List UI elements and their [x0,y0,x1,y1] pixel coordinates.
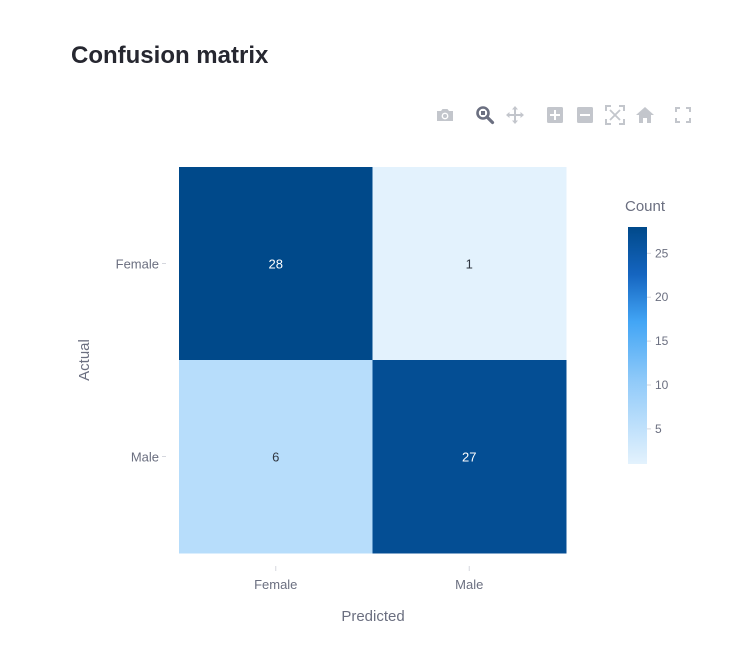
colorbar-tick-label: 15 [655,334,669,348]
colorbar [628,227,647,464]
colorbar-tick-label: 20 [655,290,669,304]
heatmap-cell-female-male[interactable] [372,167,567,361]
y-tick-label: Female [116,257,159,272]
x-tick-label: Male [455,577,483,592]
y-tick-label: Male [131,450,159,465]
zoom-in-icon[interactable] [544,104,566,126]
heatmap-cell-male-female[interactable] [179,360,373,554]
colorbar-tick-label: 25 [655,246,669,260]
heatmap-cell-male-male[interactable] [372,360,567,554]
x-axis-title: Predicted [341,608,404,625]
colorbar-tick-label: 5 [655,422,662,436]
zoom-out-icon[interactable] [574,104,596,126]
colorbar-title: Count [625,198,666,215]
home-icon[interactable] [634,104,656,126]
heatmap-cell-female-female[interactable] [179,167,373,361]
cell-value-label: 28 [269,257,283,272]
chart-title: Confusion matrix [71,42,269,69]
chart-toolbar [430,104,700,126]
colorbar-tick-label: 10 [655,378,669,392]
cell-value-label: 1 [466,257,473,272]
autoscale-icon[interactable] [604,104,626,126]
zoom-icon[interactable] [474,104,496,126]
cell-value-label: 27 [462,450,476,465]
cell-value-label: 6 [272,450,279,465]
fullscreen-icon[interactable] [672,104,694,126]
camera-icon[interactable] [434,104,456,126]
x-tick-label: Female [254,577,297,592]
y-axis-title: Actual [76,339,93,381]
pan-icon[interactable] [504,104,526,126]
